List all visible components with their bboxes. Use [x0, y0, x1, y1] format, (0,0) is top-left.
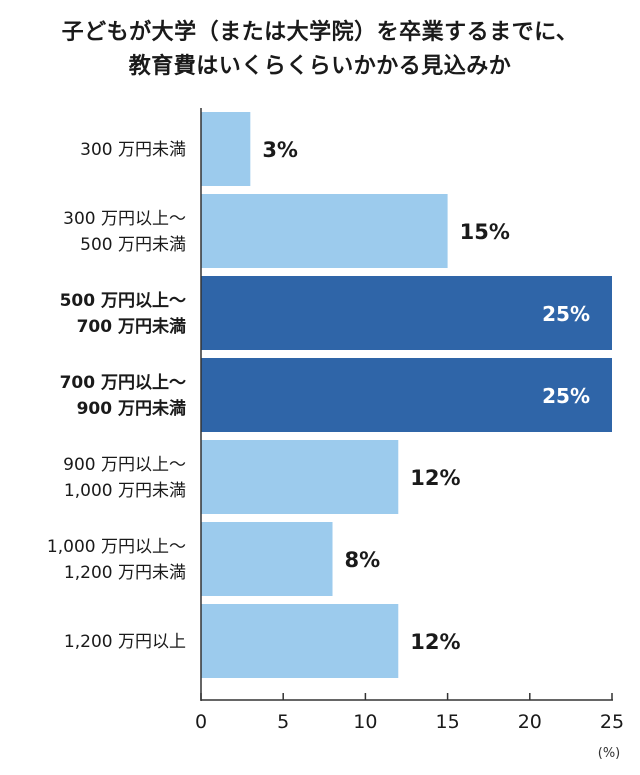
category-label-line: 500 万円以上～ [60, 291, 186, 311]
category-label: 700 万円以上～ 900 万円未満 [60, 373, 186, 419]
bar [201, 194, 448, 268]
category-label-line: 500 万円未満 [80, 235, 186, 255]
category-label-line: 1,200 万円未満 [64, 563, 186, 583]
bar [201, 358, 612, 432]
bar [201, 276, 612, 350]
x-tick-label: 25 [600, 711, 624, 733]
category-label-line: 700 万円以上～ [60, 373, 186, 393]
category-label: 300 万円以上～ 500 万円未満 [63, 209, 186, 255]
x-tick-label: 0 [195, 711, 207, 733]
bar [201, 522, 333, 596]
x-tick-label: 5 [277, 711, 289, 733]
value-label: 25% [542, 384, 590, 408]
bar [201, 440, 399, 514]
category-label-line: 1,000 万円未満 [64, 481, 186, 501]
category-label-line: 300 万円未満 [80, 140, 186, 160]
category-label: 300 万円未満 [80, 140, 186, 160]
x-tick-label: 15 [436, 711, 460, 733]
value-label: 8% [345, 548, 381, 572]
category-label: 1,200 万円以上 [64, 632, 186, 652]
value-label: 15% [460, 220, 510, 244]
x-axis-unit-label: (%) [598, 746, 621, 761]
category-label-line: 700 万円未満 [77, 316, 186, 337]
category-label-line: 900 万円未満 [77, 398, 186, 419]
category-label: 500 万円以上～ 700 万円未満 [60, 291, 186, 337]
category-label-line: 900 万円以上～ [63, 455, 186, 475]
value-label: 12% [410, 630, 460, 654]
value-label: 3% [262, 138, 298, 162]
category-label-line: 300 万円以上～ [63, 209, 186, 229]
chart-title-line-2: 教育費はいくらくらいかかる見込みか [128, 54, 512, 79]
x-tick-label: 20 [518, 711, 542, 733]
category-label: 1,000 万円以上～ 1,200 万円未満 [47, 537, 186, 583]
bar [201, 112, 251, 186]
value-label: 12% [410, 466, 460, 490]
category-label-line: 1,000 万円以上～ [47, 537, 186, 557]
x-tick-label: 10 [353, 711, 377, 733]
category-label: 900 万円以上～ 1,000 万円未満 [63, 455, 186, 501]
category-label-line: 1,200 万円以上 [64, 632, 186, 652]
value-label: 25% [542, 302, 590, 326]
bar [201, 604, 399, 678]
chart-title-line-1: 子どもが大学（または大学院）を卒業するまでに、 [61, 20, 579, 45]
